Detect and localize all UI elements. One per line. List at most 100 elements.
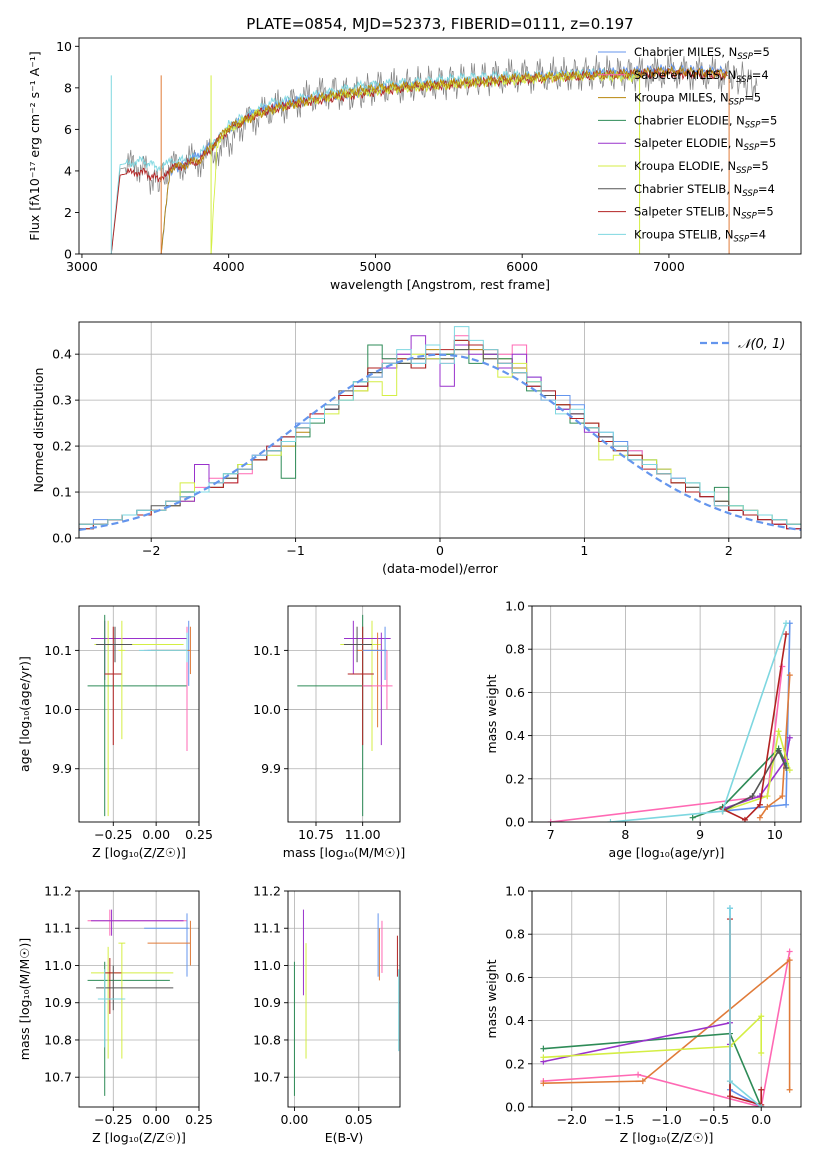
- x-tick-label-3: 10: [767, 827, 783, 842]
- chart-mass_weight_vs_age: 7 8 9 10 0.0 0.2 0.4 0.6 0.8 1.0 age [log₁₀(age/yr…: [484, 599, 802, 860]
- weight-marker-5-0: [540, 1054, 547, 1061]
- y-axis-label: Normed distribution: [31, 368, 46, 493]
- y-tick-label-0: 0.0: [52, 531, 72, 546]
- y-tick-label-4: 11.1: [44, 921, 72, 936]
- errorbar-point-3: [104, 626, 122, 746]
- weight-series-8: [729, 908, 762, 1107]
- x-tick-label-1: 8: [621, 827, 629, 842]
- legend-text: Kroupa MILES, N: [634, 91, 729, 105]
- weight-series-5: [543, 1014, 762, 1059]
- x-axis-label: Z [log₁₀(Z/Z☉)]: [92, 1130, 186, 1145]
- legend-text: Kroupa STELIB, N: [634, 227, 734, 241]
- errorbar-point-8: [362, 650, 393, 710]
- y-tick-label-2: 4: [64, 163, 72, 178]
- legend-eq: =5: [744, 91, 761, 105]
- y-tick-label-3: 11.0: [253, 958, 281, 973]
- errorbar-point-1: [91, 909, 184, 936]
- y-tick-label-4: 0.8: [505, 642, 525, 657]
- x-tick-label-0: −2: [142, 543, 160, 558]
- chart-age_vs_Z: −0.25 0.00 0.25 9.9 10.0 10.1 Z [log₁₀(Z/Z☉)] a…: [17, 605, 213, 860]
- legend-eq: =4: [752, 68, 769, 82]
- y-tick-label-0: 0: [64, 247, 72, 262]
- legend-label-8: Kroupa STELIB, NSSP=4: [634, 227, 766, 244]
- weight-marker-7-3: [758, 1086, 765, 1093]
- legend-sub: SSP: [745, 120, 761, 130]
- x-axis-label: (data-model)/error: [382, 561, 499, 576]
- plot-area: [87, 614, 191, 817]
- errorbar-point-3: [147, 920, 191, 966]
- x-tick-label-4: 2: [725, 543, 733, 558]
- weight-marker-7-3: [783, 631, 790, 638]
- legend-text: Salpeter MILES, N: [634, 68, 736, 82]
- weight-marker-8-2: [783, 620, 790, 627]
- chart-mass_weight_vs_Z: −2.0 −1.5 −1.0 −0.5 0.0 0.0 0.2 0.4 0.6 0.8 1.0 Z […: [484, 884, 802, 1145]
- weight-series-5: [722, 731, 791, 812]
- x-tick-label-0: 10.75: [298, 827, 334, 842]
- legend-text: Chabrier ELODIE, N: [634, 113, 745, 127]
- y-tick-label-5: 11.2: [253, 884, 281, 899]
- legend-label-7: Salpeter STELIB, NSSP=5: [634, 205, 774, 222]
- y-tick-label-4: 0.4: [52, 347, 72, 362]
- errorbar-point-4: [362, 632, 387, 746]
- x-tick-label-4: 0.0: [751, 1112, 771, 1127]
- y-tick-label-0: 9.9: [52, 761, 72, 776]
- errorbar-point-9: [97, 969, 126, 1048]
- legend-label-0: Chabrier MILES, NSSP=5: [634, 45, 770, 62]
- x-tick-label-0: −2.0: [557, 1112, 587, 1127]
- x-tick-label-0: −0.25: [94, 1112, 132, 1127]
- errorbar-point-4: [87, 961, 170, 1096]
- weight-marker-2-3: [786, 672, 793, 679]
- y-tick-label-3: 0.6: [505, 685, 525, 700]
- weight-marker-8-1: [719, 808, 726, 815]
- errorbar-point-7: [147, 620, 190, 686]
- y-tick-label-4: 8: [64, 80, 72, 95]
- x-tick-label-2: 0.25: [185, 1112, 213, 1127]
- legend-label-2: Kroupa MILES, NSSP=5: [634, 91, 761, 108]
- y-tick-label-2: 10.1: [44, 643, 72, 658]
- y-tick-label-2: 10.9: [44, 995, 72, 1010]
- plot-area: [297, 614, 393, 817]
- y-axis-label: mass weight: [484, 959, 499, 1038]
- y-tick-label-5: 11.2: [44, 884, 72, 899]
- weight-marker-3-0: [540, 1045, 547, 1052]
- y-tick-label-5: 1.0: [505, 884, 525, 899]
- y-axis-label: mass [log₁₀(M/M☉)]: [17, 938, 32, 1060]
- weight-marker-1-3: [786, 948, 793, 955]
- x-tick-label-3: 6000: [506, 259, 538, 274]
- weight-marker-2-2: [786, 957, 793, 964]
- weight-marker-2-1: [639, 1078, 646, 1085]
- x-tick-label-3: −0.5: [699, 1112, 729, 1127]
- weight-series-7: [722, 633, 787, 821]
- y-axis-label: age [log₁₀(age/yr)]: [17, 656, 32, 772]
- x-tick-label-1: 4000: [213, 259, 245, 274]
- y-tick-label-1: 10.0: [44, 702, 72, 717]
- weight-marker-5-1: [764, 793, 771, 800]
- errorbar-point-9: [139, 632, 188, 663]
- weight-marker-0-1: [783, 801, 790, 808]
- x-axis-label: wavelength [Angstrom, rest frame]: [330, 277, 550, 292]
- weight-marker-2-0: [540, 1080, 547, 1087]
- legend-text: Chabrier MILES, N: [634, 45, 737, 59]
- legend-sub: SSP: [736, 75, 752, 85]
- weight-marker-8-1: [726, 1078, 733, 1085]
- y-tick-label-4: 11.1: [253, 921, 281, 936]
- weight-marker-6-3: [783, 765, 790, 771]
- weight-marker-5-2: [758, 1013, 765, 1020]
- weight-marker-8-0: [607, 819, 614, 822]
- y-tick-label-2: 0.2: [52, 439, 72, 454]
- weight-marker-4-3: [786, 734, 793, 741]
- weight-marker-6-1: [726, 1104, 733, 1107]
- series-line-5: [160, 65, 728, 254]
- x-tick-label-1: 0.00: [142, 1112, 170, 1127]
- errorbar-point-0: [87, 909, 187, 936]
- legend-eq: =5: [757, 205, 774, 219]
- weight-marker-2-1: [764, 803, 771, 810]
- weight-marker-5-3: [786, 767, 793, 774]
- legend-label-gaussian: 𝒩(0, 1): [738, 337, 785, 352]
- y-tick-label-5: 1.0: [505, 599, 525, 614]
- x-tick-label-2: 5000: [360, 259, 392, 274]
- legend-eq: =5: [753, 45, 770, 59]
- legend-sub: SSP: [737, 52, 753, 62]
- x-tick-label-0: 3000: [66, 259, 98, 274]
